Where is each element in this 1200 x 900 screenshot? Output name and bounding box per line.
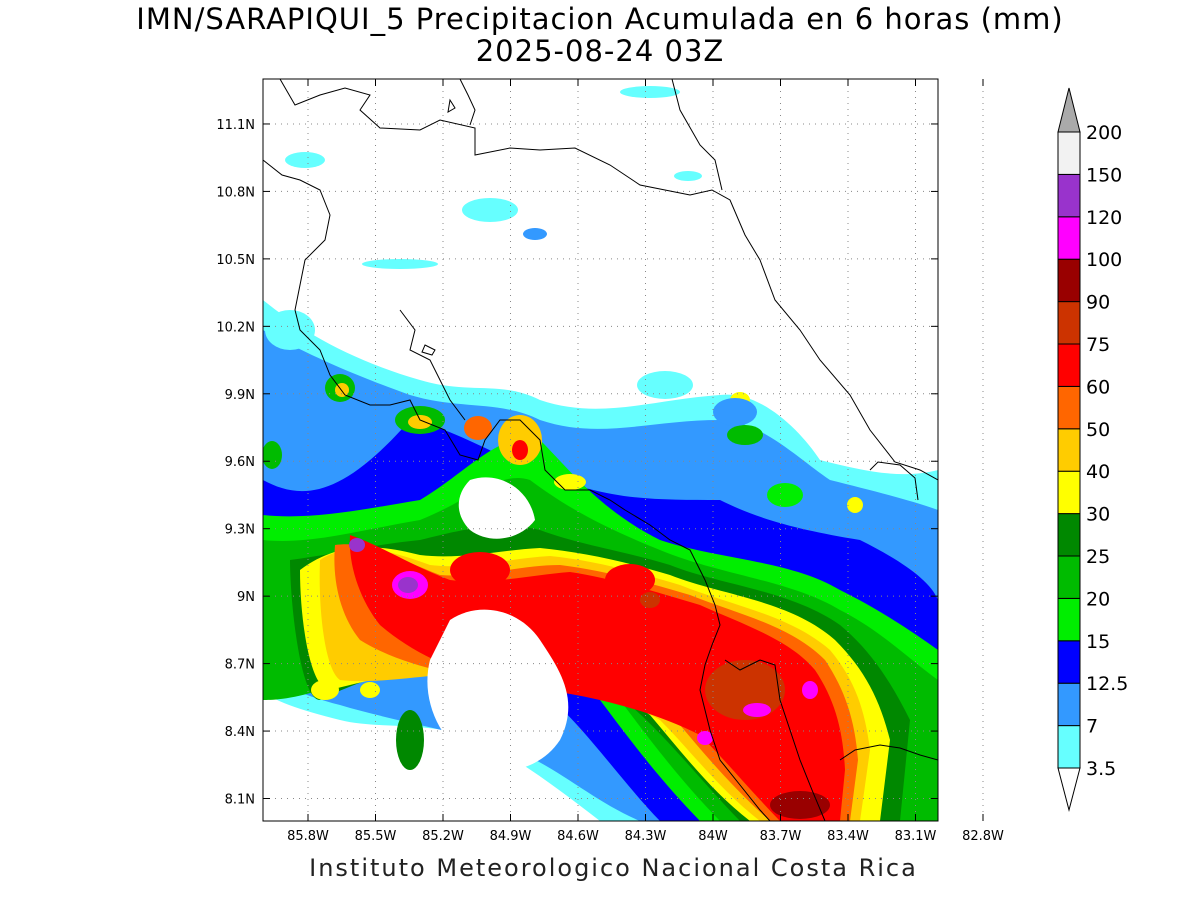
- colorbar-level-label: 25: [1086, 546, 1110, 568]
- lon-tick-label: 85.8W: [287, 829, 329, 844]
- colorbar-level-label: 7: [1086, 716, 1098, 738]
- colorbar-max-triangle: [1057, 87, 1081, 133]
- colorbar-segment: [1057, 513, 1081, 557]
- colorbar-level-label: 75: [1086, 334, 1110, 356]
- precipitation-field: [263, 79, 938, 821]
- lat-tick-label: 9.6N: [225, 455, 255, 470]
- lat-tick-label: 9.9N: [225, 388, 255, 403]
- lat-tick-label: 8.1N: [225, 793, 255, 808]
- colorbar-level-label: 100: [1086, 249, 1122, 271]
- footer-credit: Instituto Meteorologico Nacional Costa R…: [309, 854, 918, 882]
- coastlines: [263, 79, 938, 821]
- lat-tick-label: 8.4N: [225, 725, 255, 740]
- colorbar-segment: [1057, 682, 1081, 727]
- colorbar-segment: [1057, 470, 1081, 515]
- lat-tick-label: 11.1N: [216, 118, 255, 133]
- gridlines: [263, 79, 984, 821]
- colorbar-segment: [1057, 343, 1081, 387]
- colorbar-level-label: 3.5: [1086, 758, 1116, 780]
- colorbar-level-label: 120: [1086, 207, 1122, 229]
- colorbar-segment: [1057, 385, 1081, 430]
- longitude-axis: 85.8W 85.5W 85.2W 84.9W 84.6W 84.3W 84W 83.7W 83…: [287, 79, 1004, 844]
- colorbar-segment: [1057, 258, 1081, 303]
- lon-tick-label: 82.8W: [962, 829, 1004, 844]
- colorbar-segment: [1057, 173, 1081, 218]
- lat-tick-label: 8.7N: [225, 658, 255, 673]
- colorbar-legend: 3.5 7 12.5 15 20 25 30 40 50 60 75 90 100 120 150 200: [1057, 87, 1128, 812]
- colorbar-segment: [1057, 725, 1081, 769]
- colorbar-min-triangle: [1057, 767, 1081, 812]
- colorbar-segment: [1057, 131, 1081, 175]
- colorbar-level-label: 30: [1086, 504, 1110, 526]
- lon-tick-label: 84W: [698, 829, 728, 844]
- colorbar-level-label: 200: [1086, 122, 1122, 144]
- lon-tick-label: 83.1W: [895, 829, 937, 844]
- colorbar-segment: [1057, 301, 1081, 345]
- lat-tick-label: 9.3N: [225, 523, 255, 538]
- lat-tick-label: 9N: [237, 590, 255, 605]
- colorbar-segment: [1057, 216, 1081, 260]
- lon-tick-label: 84.9W: [490, 829, 532, 844]
- colorbar-level-label: 50: [1086, 419, 1110, 441]
- lat-tick-label: 10.2N: [216, 320, 255, 335]
- colorbar-segment: [1057, 555, 1081, 599]
- map-frame: [262, 78, 939, 822]
- lon-tick-label: 84.6W: [557, 829, 599, 844]
- colorbar-segment: [1057, 428, 1081, 472]
- lon-tick-label: 85.2W: [422, 829, 464, 844]
- lon-tick-label: 83.7W: [760, 829, 802, 844]
- colorbar-level-label: 40: [1086, 461, 1110, 483]
- colorbar-level-label: 12.5: [1086, 673, 1128, 695]
- colorbar-segment: [1057, 640, 1081, 684]
- lon-tick-label: 83.4W: [827, 829, 869, 844]
- lat-tick-label: 10.8N: [216, 185, 255, 200]
- lon-tick-label: 84.3W: [625, 829, 667, 844]
- colorbar-level-label: 60: [1086, 376, 1110, 398]
- colorbar-level-label: 20: [1086, 588, 1110, 610]
- map-subtitle-date: 2025-08-24 03Z: [475, 34, 725, 68]
- colorbar-level-label: 90: [1086, 292, 1110, 314]
- map-title: IMN/SARAPIQUI_5 Precipitacion Acumulada …: [136, 2, 1064, 36]
- lon-tick-label: 85.5W: [355, 829, 397, 844]
- latitude-axis: 8.1N 8.4N 8.7N 9N 9.3N 9.6N 9.9N 10.2N 10.5N 10.8…: [216, 118, 938, 808]
- colorbar-level-label: 15: [1086, 631, 1110, 653]
- colorbar-level-label: 150: [1086, 164, 1122, 186]
- lat-tick-label: 10.5N: [216, 253, 255, 268]
- colorbar-segment: [1057, 597, 1081, 642]
